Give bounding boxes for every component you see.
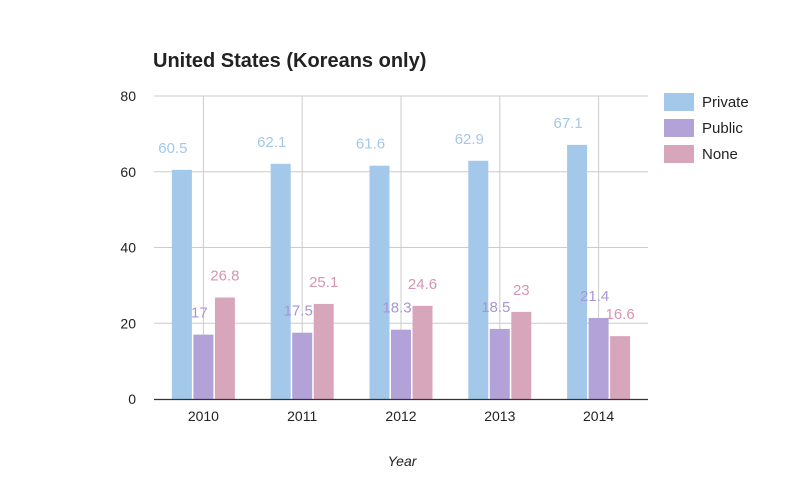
legend-label-public: Public — [702, 120, 743, 137]
bar-public — [292, 332, 313, 399]
data-label: 21.4 — [580, 288, 609, 305]
legend-swatch-none — [664, 145, 694, 163]
bar-private — [171, 169, 192, 399]
x-tick-label: 2014 — [583, 408, 614, 424]
bar-public — [489, 328, 510, 399]
x-tick-label: 2011 — [287, 408, 317, 424]
x-tick-label: 2010 — [188, 408, 219, 424]
legend-swatch-private — [664, 93, 694, 111]
data-label: 62.1 — [257, 134, 286, 151]
bars — [171, 144, 631, 399]
y-tick-label: 60 — [120, 164, 136, 180]
bar-none — [412, 305, 433, 399]
bar-public — [193, 334, 214, 399]
data-label: 61.6 — [356, 136, 385, 153]
x-axis-title: Year — [388, 453, 418, 469]
y-axis-ticks: 0 20 40 60 80 — [120, 88, 136, 407]
x-tick-label: 2012 — [385, 408, 416, 424]
data-label: 62.9 — [455, 131, 484, 148]
x-tick-label: 2013 — [484, 408, 515, 424]
y-tick-label: 80 — [120, 88, 136, 104]
legend-swatch-public — [664, 119, 694, 137]
data-label: 25.1 — [309, 274, 338, 291]
data-label: 17 — [191, 305, 208, 322]
chart-title: United States (Koreans only) — [153, 50, 426, 72]
y-tick-label: 40 — [120, 240, 136, 256]
bar-private — [369, 165, 390, 399]
bar-private — [567, 144, 588, 399]
data-label: 24.6 — [408, 276, 437, 293]
bar-none — [313, 303, 334, 399]
legend: Private Public None — [664, 93, 749, 163]
y-tick-label: 20 — [120, 315, 136, 331]
bar-none — [214, 297, 235, 399]
legend-label-none: None — [702, 146, 738, 163]
data-label: 16.6 — [605, 306, 634, 323]
data-label: 18.3 — [382, 300, 411, 317]
bar-public — [391, 329, 411, 399]
data-label: 67.1 — [553, 115, 582, 132]
data-label: 18.5 — [481, 299, 510, 316]
bar-none — [511, 311, 532, 399]
bar-public — [588, 317, 609, 399]
gridlines — [154, 95, 648, 399]
data-label: 23 — [513, 282, 530, 299]
bar-none — [610, 336, 631, 399]
data-labels: 60.5 17 26.8 62.1 17.5 25.1 61.6 18.3 24.6 62.9 18… — [158, 115, 634, 323]
y-tick-label: 0 — [128, 391, 136, 407]
bar-private — [468, 160, 489, 399]
bar-private — [270, 163, 291, 399]
legend-label-private: Private — [702, 94, 749, 111]
data-label: 60.5 — [158, 140, 187, 157]
data-label: 26.8 — [210, 267, 239, 284]
x-axis-ticks: 2010 2011 2012 2013 2014 — [188, 408, 615, 424]
data-label: 17.5 — [284, 303, 313, 320]
